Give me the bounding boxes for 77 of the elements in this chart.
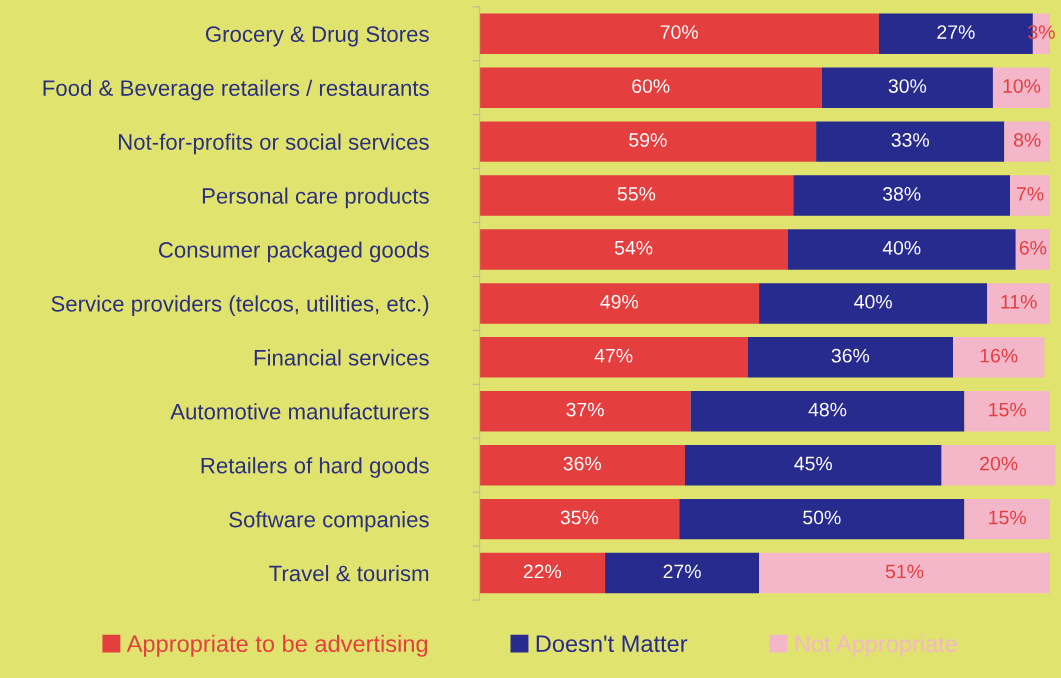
data-label: 36% <box>831 348 870 363</box>
data-label: 11% <box>1001 294 1037 309</box>
data-label: 22% <box>523 564 562 579</box>
bar <box>479 498 680 540</box>
bar <box>479 121 817 162</box>
bar <box>479 552 606 594</box>
data-label: 40% <box>882 240 921 255</box>
y-tick-label: Software companies <box>229 511 429 532</box>
bar <box>690 391 965 432</box>
y-tick-label: Not-for-profits or social services <box>118 133 429 155</box>
bar <box>987 283 1050 324</box>
data-label: 15% <box>989 402 1026 417</box>
data-label: 50% <box>803 510 841 525</box>
bar <box>684 444 942 486</box>
legend-label: Doesn't Matter <box>536 635 688 653</box>
y-tick-label: Consumer packaged goods <box>158 241 429 263</box>
y-tick-label: Service providers (telcos, utilities, etc.) <box>51 295 429 317</box>
bar <box>759 283 988 324</box>
bar <box>964 391 1050 432</box>
data-label: 33% <box>891 133 930 147</box>
data-label: 51% <box>885 564 924 579</box>
data-label: 15% <box>989 510 1026 525</box>
bar <box>793 175 1011 216</box>
data-label: 30% <box>888 79 927 93</box>
bar <box>479 444 685 486</box>
bar <box>479 67 822 108</box>
bar <box>479 283 760 324</box>
data-label: 70% <box>660 25 698 39</box>
bar <box>1010 175 1050 216</box>
data-label: 27% <box>937 25 975 39</box>
data-label: 55% <box>617 187 656 201</box>
bar <box>479 337 748 378</box>
bar <box>964 498 1050 540</box>
data-label: 38% <box>882 186 921 201</box>
bar <box>1015 229 1050 270</box>
bar <box>953 337 1045 378</box>
data-label: 40% <box>854 294 892 309</box>
legend-label: Appropriate to be advertising <box>126 634 428 657</box>
bar <box>821 67 993 108</box>
data-label: 10% <box>1003 79 1041 93</box>
bar <box>479 13 879 54</box>
bar <box>759 552 1050 594</box>
bar <box>941 444 1056 486</box>
bar <box>479 175 794 216</box>
data-label: 35% <box>560 510 599 525</box>
y-tick-label: Personal care products <box>202 187 429 209</box>
data-label: 7% <box>1016 187 1044 201</box>
bar <box>479 229 788 270</box>
bar <box>787 229 1016 270</box>
bar <box>679 498 965 540</box>
bar <box>1004 121 1050 162</box>
data-label: 60% <box>632 79 670 93</box>
data-label: 59% <box>629 133 667 147</box>
y-tick-label: Food & Beverage retailers / restaurants <box>43 79 429 101</box>
data-label: 49% <box>600 294 639 309</box>
y-tick-label: Automotive manufacturers <box>170 403 429 420</box>
y-tick-label: Financial services <box>254 349 429 366</box>
data-label: 45% <box>794 456 833 471</box>
data-label: 6% <box>1019 240 1047 255</box>
bar <box>605 552 760 594</box>
bar <box>747 337 954 378</box>
data-label: 16% <box>980 348 1018 363</box>
data-label: 48% <box>808 402 847 417</box>
y-tick-label: Travel & tourism <box>269 565 429 582</box>
data-label: 36% <box>563 456 602 471</box>
data-label: 27% <box>663 564 701 579</box>
y-tick-label: Retailers of hard goods <box>201 457 429 478</box>
legend-label: Not Appropriate <box>795 634 957 657</box>
data-label: 37% <box>566 402 604 417</box>
data-label: 47% <box>594 348 633 363</box>
data-label: 8% <box>1013 133 1041 147</box>
data-label: 54% <box>614 241 653 255</box>
bar <box>816 121 1005 162</box>
bar <box>992 67 1050 108</box>
y-tick-label: Grocery & Drug Stores <box>205 26 429 47</box>
bar <box>479 391 691 432</box>
data-label: 20% <box>980 456 1018 471</box>
